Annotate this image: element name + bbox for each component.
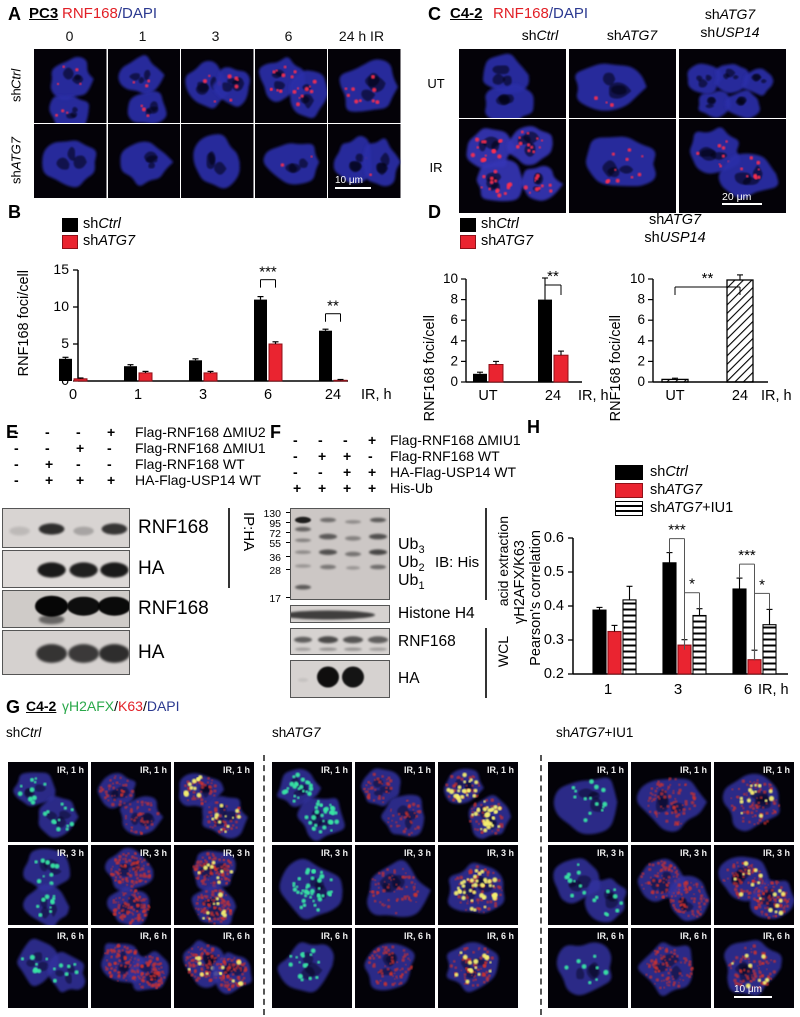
svg-text:***: *** bbox=[738, 547, 756, 564]
svg-text:**: ** bbox=[547, 268, 559, 285]
svg-text:IR, h: IR, h bbox=[758, 682, 789, 698]
svg-text:**: ** bbox=[327, 298, 339, 315]
svg-text:3: 3 bbox=[199, 387, 207, 403]
svg-text:IR, h: IR, h bbox=[361, 387, 392, 403]
svg-text:1: 1 bbox=[604, 681, 612, 698]
svg-text:10: 10 bbox=[443, 271, 458, 286]
svg-text:*: * bbox=[689, 576, 695, 593]
svg-text:15: 15 bbox=[53, 261, 69, 277]
svg-text:6: 6 bbox=[637, 312, 645, 327]
svg-text:0: 0 bbox=[637, 374, 645, 389]
svg-text:6: 6 bbox=[450, 312, 458, 327]
svg-text:24: 24 bbox=[545, 388, 561, 404]
svg-text:4: 4 bbox=[450, 333, 458, 348]
svg-text:**: ** bbox=[702, 270, 714, 287]
svg-text:2: 2 bbox=[450, 353, 458, 368]
svg-text:0.5: 0.5 bbox=[544, 564, 564, 580]
svg-text:***: *** bbox=[259, 264, 277, 281]
svg-text:0.2: 0.2 bbox=[544, 666, 564, 682]
svg-text:6: 6 bbox=[744, 681, 752, 698]
svg-text:10: 10 bbox=[630, 271, 645, 286]
svg-text:0.4: 0.4 bbox=[544, 598, 564, 614]
svg-text:3: 3 bbox=[674, 681, 682, 698]
svg-text:0: 0 bbox=[450, 374, 458, 389]
svg-text:24: 24 bbox=[325, 387, 341, 403]
svg-text:0.3: 0.3 bbox=[544, 632, 564, 648]
svg-text:4: 4 bbox=[637, 333, 645, 348]
svg-text:0.6: 0.6 bbox=[544, 530, 564, 546]
svg-text:8: 8 bbox=[637, 292, 645, 307]
svg-text:10: 10 bbox=[53, 298, 69, 314]
svg-text:8: 8 bbox=[450, 292, 458, 307]
svg-text:UT: UT bbox=[665, 388, 684, 404]
svg-text:6: 6 bbox=[264, 387, 272, 403]
svg-text:IR, h: IR, h bbox=[578, 388, 609, 404]
svg-text:IR, h: IR, h bbox=[761, 388, 792, 404]
svg-text:5: 5 bbox=[61, 335, 69, 351]
svg-text:***: *** bbox=[668, 522, 686, 539]
svg-text:0: 0 bbox=[69, 387, 77, 403]
svg-text:2: 2 bbox=[637, 353, 645, 368]
svg-text:1: 1 bbox=[134, 387, 142, 403]
svg-text:24: 24 bbox=[732, 388, 748, 404]
svg-text:UT: UT bbox=[478, 388, 497, 404]
svg-text:*: * bbox=[759, 576, 765, 593]
